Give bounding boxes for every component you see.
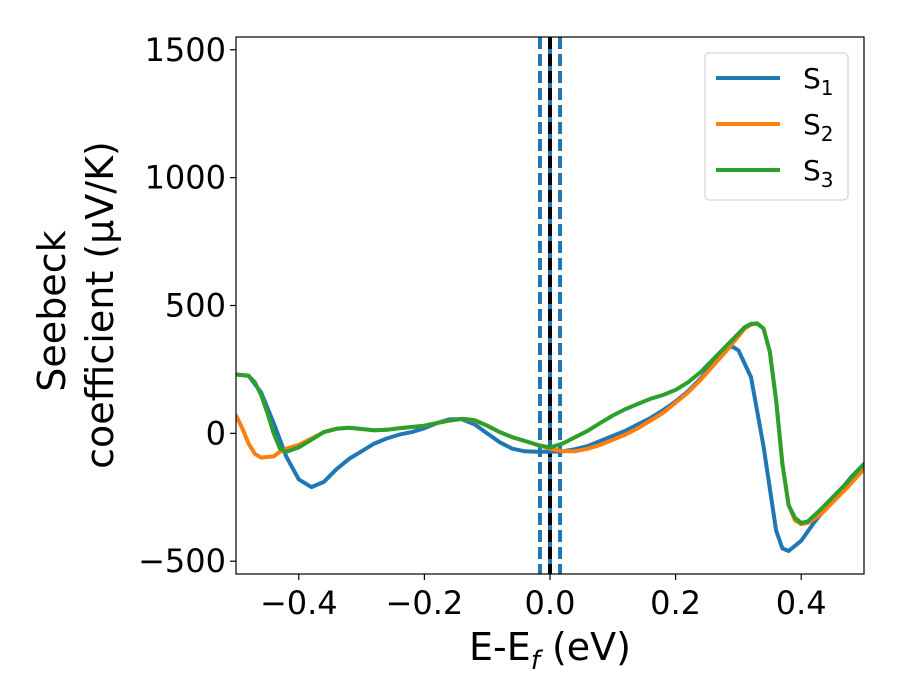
x-tick-label: 0.2 <box>650 584 701 622</box>
y-axis-ticks: −500 0 500 1000 1500 <box>138 31 236 580</box>
x-tick-label: 0.0 <box>525 584 576 622</box>
legend-label: S1 <box>803 62 834 100</box>
x-tick-label: −0.4 <box>260 584 338 622</box>
series-lines <box>236 321 864 553</box>
vertical-reference-lines <box>537 37 563 574</box>
legend-label: S3 <box>803 154 834 192</box>
y-axis-label: Seebeck coefficient (μV/K) <box>30 141 122 469</box>
legend-box <box>704 52 849 201</box>
y-tick-label: −500 <box>138 542 226 580</box>
x-tick-label: 0.4 <box>776 584 827 622</box>
legend-label: S2 <box>803 108 834 146</box>
legend: S1 S2 S3 <box>704 52 849 201</box>
y-tick-label: 500 <box>165 287 226 325</box>
y-tick-label: 1500 <box>145 31 226 69</box>
series-line-S3 <box>236 321 864 525</box>
legend-items: S1 S2 S3 <box>716 62 834 192</box>
x-axis-label: E-Ef (eV) <box>469 625 631 676</box>
y-axis-label-line2: coefficient (μV/K) <box>78 141 122 469</box>
x-axis-ticks: −0.4 −0.2 0.0 0.2 0.4 <box>260 574 827 622</box>
y-axis-label-line1: Seebeck <box>30 230 74 391</box>
x-tick-label: −0.2 <box>386 584 464 622</box>
y-tick-label: 1000 <box>145 159 226 197</box>
y-tick-label: 0 <box>206 414 226 452</box>
